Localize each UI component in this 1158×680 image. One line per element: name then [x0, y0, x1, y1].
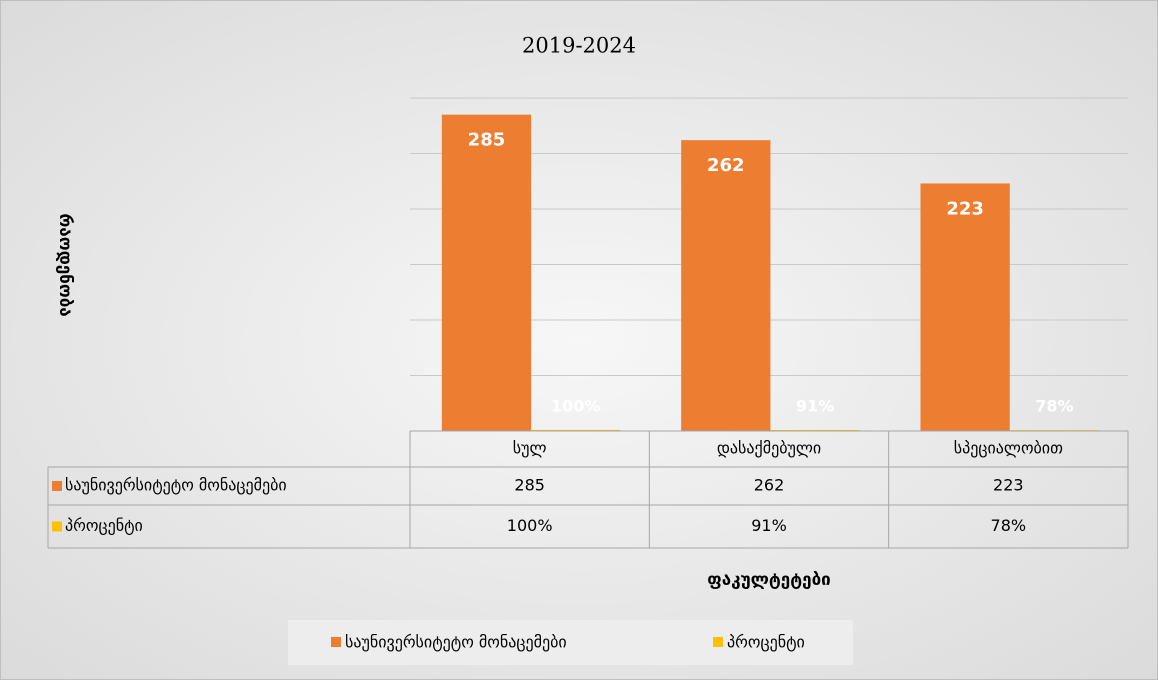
- x-tick-label: დასაქმებული: [717, 439, 821, 458]
- table-row-header: საუნივერსიტეტო მონაცემები: [65, 476, 287, 495]
- legend-swatch: [713, 637, 723, 647]
- table-row-header: პროცენტი: [65, 516, 143, 535]
- chart-title: 2019-2024: [522, 34, 636, 58]
- x-tick-label: სულ: [513, 439, 547, 458]
- legend-box: [288, 620, 853, 665]
- data-label: 91%: [796, 397, 834, 416]
- x-tick-label: სპეციალობით: [954, 439, 1063, 458]
- y-axis-label: რაოდენობა: [55, 213, 75, 316]
- legend-label: პროცენტი: [727, 633, 805, 652]
- table-cell: 285: [514, 476, 545, 495]
- x-axis-label: ფაკულტეტები: [707, 570, 830, 590]
- data-label: 285: [468, 130, 506, 151]
- data-label: 262: [707, 155, 745, 176]
- table-cell: 78%: [991, 516, 1027, 535]
- legend-swatch: [52, 521, 62, 532]
- data-label: 78%: [1035, 397, 1073, 416]
- bar: [770, 429, 860, 431]
- table-cell: 223: [993, 476, 1024, 495]
- data-label: 100%: [551, 397, 600, 416]
- legend-swatch: [52, 481, 62, 491]
- legend-swatch: [331, 637, 341, 647]
- data-label: 223: [946, 198, 984, 219]
- table-cell: 91%: [751, 516, 787, 535]
- table-cell: 100%: [507, 516, 553, 535]
- bar: [441, 114, 532, 432]
- bar: [531, 429, 621, 431]
- legend-label: საუნივერსიტეტო მონაცემები: [345, 633, 567, 652]
- bar: [920, 183, 1010, 431]
- bar: [681, 140, 771, 431]
- table-cell: 262: [754, 476, 785, 495]
